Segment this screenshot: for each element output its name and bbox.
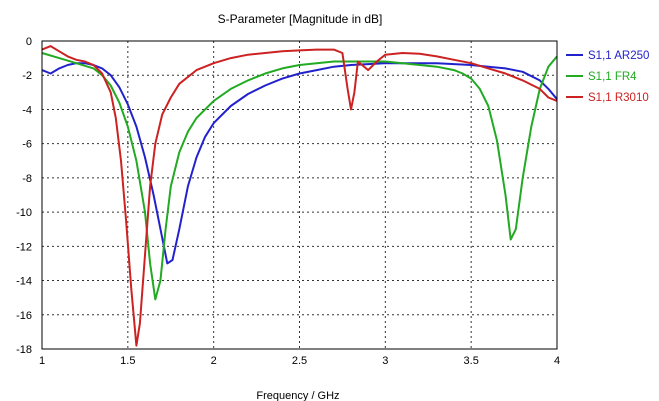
series-line-s1-1-ar250 (41, 62, 558, 265)
y-tick-label: -10 (16, 207, 32, 219)
chart-title: S-Parameter [Magnitude in dB] (218, 12, 383, 26)
x-tick-label: 3.5 (464, 355, 479, 367)
x-tick-label: 3 (382, 355, 388, 367)
series-lines (41, 45, 558, 347)
y-tick-label: -12 (16, 241, 32, 253)
legend-label: S1,1 FR4 (588, 71, 637, 83)
x-tick-label: 1 (39, 355, 45, 367)
plot-frame (41, 40, 558, 350)
x-axis-label: Frequency / GHz (256, 390, 339, 401)
x-tick-label: 2 (211, 355, 217, 367)
y-tick-label: -4 (22, 104, 32, 116)
y-tick-label: 0 (26, 36, 32, 48)
x-tick-label: 1.5 (120, 355, 135, 367)
x-tick-label: 2.5 (292, 355, 307, 367)
y-tick-label: -14 (16, 276, 32, 288)
y-tick-label: -16 (16, 310, 32, 322)
y-tick-label: -18 (16, 344, 32, 356)
y-tick-label: -2 (22, 70, 32, 82)
legend: S1,1 AR250 S1,1 FR4 S1,1 R3010 (566, 50, 649, 104)
y-tick-label: -6 (22, 139, 32, 151)
x-axis-ticks: 1 1.5 2 2.5 3 3.5 4 (39, 355, 560, 367)
series-line-s1-1-fr4 (41, 52, 558, 301)
series-line-s1-1-r3010 (41, 45, 558, 347)
y-axis-ticks: 0 -2 -4 -6 -8 -10 -12 -14 -16 -18 (16, 36, 32, 356)
x-tick-label: 4 (554, 355, 560, 367)
legend-label: S1,1 AR250 (588, 50, 649, 62)
legend-label: S1,1 R3010 (588, 92, 649, 104)
y-tick-label: -8 (22, 173, 32, 185)
